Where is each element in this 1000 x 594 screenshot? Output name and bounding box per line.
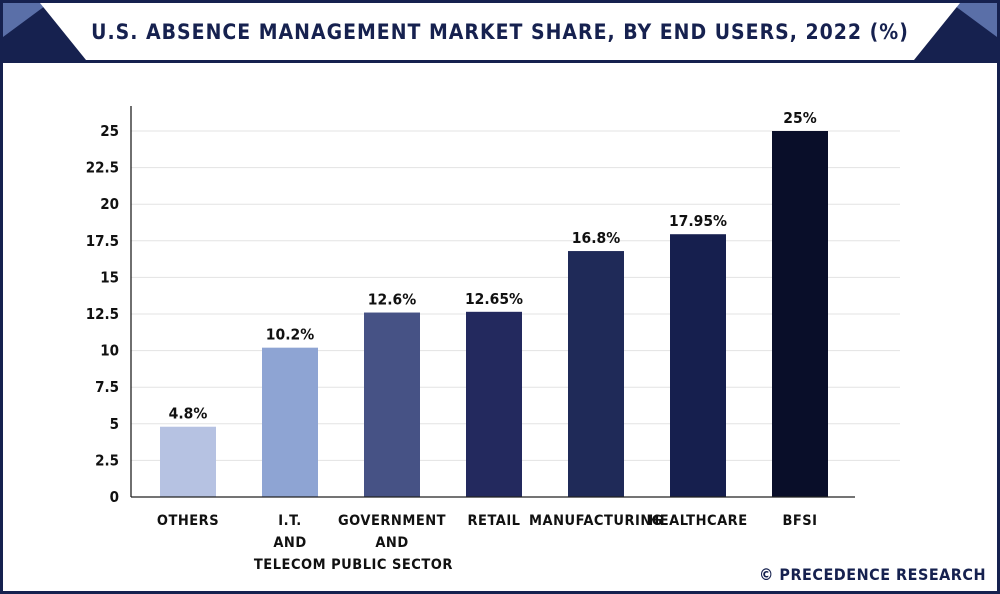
- axes: [130, 106, 855, 498]
- data-label: 12.6%: [368, 291, 416, 309]
- data-label: 25%: [783, 109, 816, 127]
- y-tick-label: 2.5: [95, 451, 119, 469]
- data-label: 4.8%: [169, 405, 208, 423]
- x-axis-labels: OTHERS I.T. AND TELECOM GOVERNMENT AND PUBLIC …: [157, 513, 817, 573]
- y-tick-label: 7.5: [95, 378, 119, 396]
- bar: [568, 251, 624, 497]
- category-label: OTHERS: [157, 513, 219, 529]
- category-label: MANUFACTURING: [529, 513, 663, 529]
- category-label: PUBLIC SECTOR: [331, 557, 453, 573]
- source-watermark: © PRECEDENCE RESEARCH: [759, 565, 986, 584]
- bar: [160, 426, 216, 497]
- y-tick-label: 10: [100, 342, 119, 360]
- y-tick-label: 20: [100, 195, 119, 213]
- category-label: AND: [273, 535, 306, 551]
- y-tick-label: 5: [110, 415, 119, 433]
- bars: [160, 131, 828, 497]
- y-tick-label: 17.5: [86, 232, 119, 250]
- bar: [772, 131, 828, 497]
- category-label: GOVERNMENT: [338, 513, 446, 529]
- y-tick-label: 0: [110, 488, 119, 506]
- data-labels: 4.8% 10.2% 12.6% 12.65% 16.8% 17.95% 25%: [169, 109, 817, 423]
- bar: [262, 347, 318, 497]
- category-label: TELECOM: [254, 557, 326, 573]
- y-axis-ticks: 0 2.5 5 7.5 10 12.5 15 17.5 20 22.5 25: [86, 122, 119, 506]
- chart-title: U.S. ABSENCE MANAGEMENT MARKET SHARE, BY…: [91, 19, 909, 44]
- category-label: HEALTHCARE: [648, 513, 747, 529]
- y-tick-label: 15: [100, 268, 119, 286]
- category-label: BFSI: [782, 513, 817, 529]
- data-label: 12.65%: [465, 290, 523, 308]
- y-tick-label: 25: [100, 122, 119, 140]
- category-label: AND: [375, 535, 408, 551]
- bar: [364, 312, 420, 497]
- data-label: 10.2%: [266, 326, 314, 344]
- y-tick-label: 12.5: [86, 305, 119, 323]
- bar: [670, 234, 726, 497]
- category-label: I.T.: [278, 513, 301, 529]
- data-label: 17.95%: [669, 212, 727, 230]
- y-tick-label: 22.5: [86, 159, 119, 177]
- category-label: RETAIL: [468, 513, 521, 529]
- data-label: 16.8%: [572, 229, 620, 247]
- bar: [466, 311, 522, 497]
- title-banner: U.S. ABSENCE MANAGEMENT MARKET SHARE, BY…: [40, 3, 960, 60]
